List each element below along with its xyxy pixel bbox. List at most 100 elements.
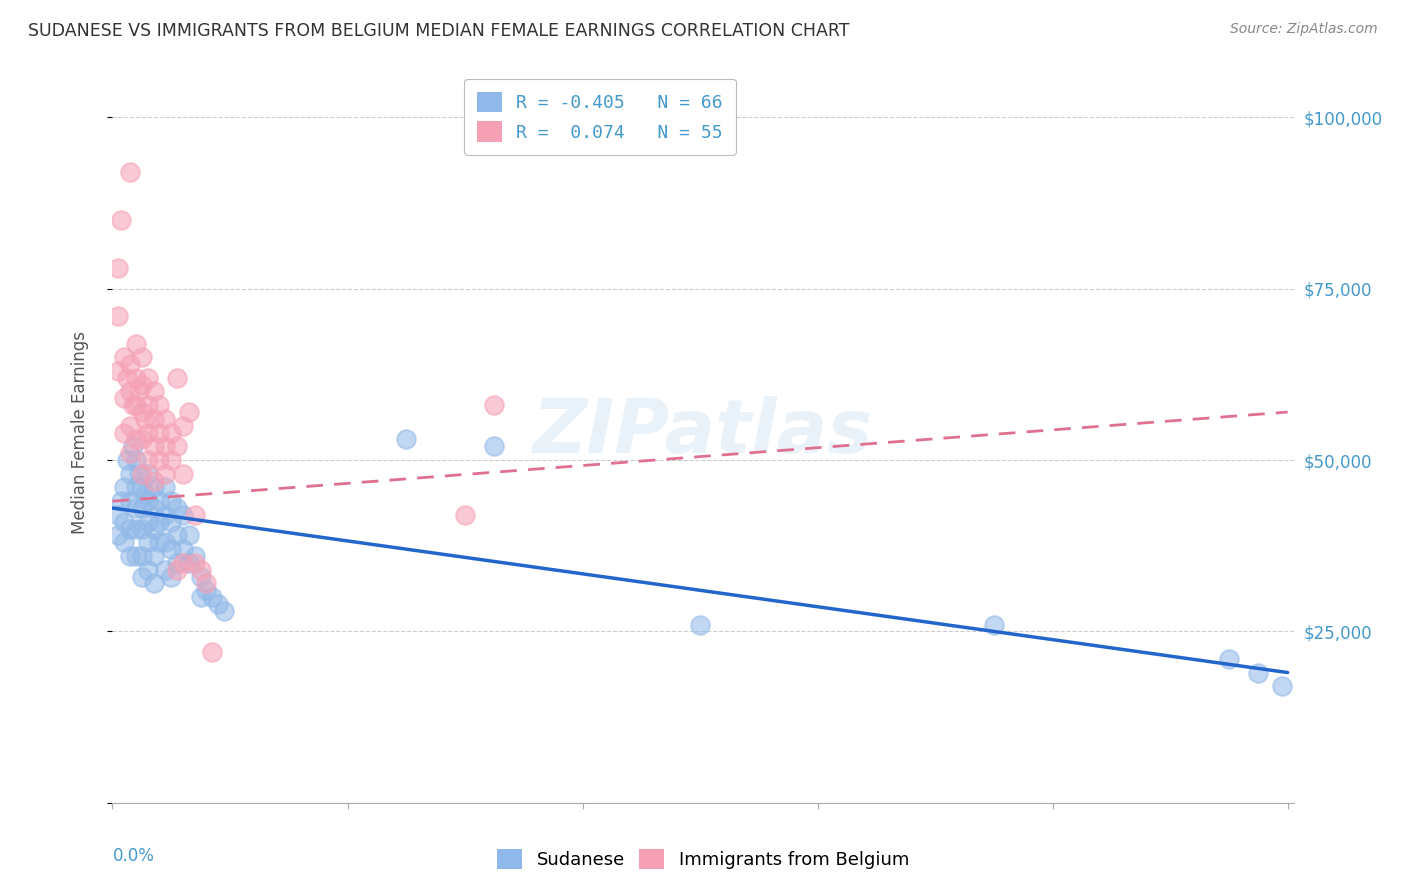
- Point: [184, 556, 207, 570]
- Point: [110, 213, 132, 227]
- Point: [115, 453, 138, 467]
- Text: 0.0%: 0.0%: [112, 847, 155, 865]
- Point: [122, 439, 145, 453]
- Point: [166, 528, 188, 542]
- Point: [195, 583, 218, 598]
- Point: [166, 371, 188, 385]
- Point: [1247, 665, 1270, 680]
- Point: [134, 412, 156, 426]
- Point: [184, 508, 207, 522]
- Point: [112, 392, 135, 406]
- Point: [172, 542, 194, 557]
- Point: [160, 453, 183, 467]
- Point: [160, 494, 183, 508]
- Point: [136, 563, 159, 577]
- Point: [148, 453, 170, 467]
- Point: [107, 309, 129, 323]
- Point: [125, 522, 148, 536]
- Point: [190, 590, 212, 604]
- Point: [136, 515, 159, 529]
- Point: [160, 542, 183, 557]
- Point: [155, 563, 177, 577]
- Point: [120, 418, 142, 433]
- Point: [107, 364, 129, 378]
- Point: [160, 425, 183, 440]
- Point: [107, 508, 129, 522]
- Point: [484, 398, 506, 412]
- Point: [122, 398, 145, 412]
- Legend: R = -0.405   N = 66, R =  0.074   N = 55: R = -0.405 N = 66, R = 0.074 N = 55: [464, 78, 735, 155]
- Point: [142, 501, 165, 516]
- Point: [131, 480, 153, 494]
- Point: [148, 515, 170, 529]
- Legend: Sudanese, Immigrants from Belgium: Sudanese, Immigrants from Belgium: [488, 839, 918, 879]
- Point: [125, 501, 148, 516]
- Point: [112, 480, 135, 494]
- Point: [112, 515, 135, 529]
- Point: [120, 522, 142, 536]
- Point: [136, 494, 159, 508]
- Point: [112, 535, 135, 549]
- Point: [112, 425, 135, 440]
- Point: [142, 412, 165, 426]
- Point: [166, 501, 188, 516]
- Point: [125, 480, 148, 494]
- Point: [190, 569, 212, 583]
- Point: [155, 508, 177, 522]
- Point: [120, 384, 142, 399]
- Point: [207, 597, 229, 611]
- Point: [142, 384, 165, 399]
- Point: [131, 377, 153, 392]
- Point: [201, 590, 224, 604]
- Point: [983, 617, 1005, 632]
- Point: [142, 549, 165, 563]
- Point: [107, 528, 129, 542]
- Point: [155, 412, 177, 426]
- Point: [142, 439, 165, 453]
- Point: [190, 563, 212, 577]
- Point: [136, 425, 159, 440]
- Y-axis label: Median Female Earnings: Median Female Earnings: [70, 331, 89, 534]
- Point: [177, 528, 200, 542]
- Point: [120, 165, 142, 179]
- Point: [172, 467, 194, 481]
- Point: [155, 439, 177, 453]
- Text: Source: ZipAtlas.com: Source: ZipAtlas.com: [1230, 22, 1378, 37]
- Point: [177, 556, 200, 570]
- Point: [125, 336, 148, 351]
- Point: [131, 467, 153, 481]
- Point: [142, 480, 165, 494]
- Point: [172, 508, 194, 522]
- Point: [131, 569, 153, 583]
- Point: [136, 371, 159, 385]
- Point: [160, 515, 183, 529]
- Point: [120, 549, 142, 563]
- Point: [131, 433, 153, 447]
- Point: [212, 604, 235, 618]
- Point: [201, 645, 224, 659]
- Point: [454, 508, 477, 522]
- Point: [195, 576, 218, 591]
- Point: [136, 467, 159, 481]
- Point: [131, 501, 153, 516]
- Point: [120, 467, 142, 481]
- Point: [125, 371, 148, 385]
- Point: [155, 467, 177, 481]
- Point: [166, 563, 188, 577]
- Point: [142, 522, 165, 536]
- Point: [166, 556, 188, 570]
- Point: [160, 569, 183, 583]
- Point: [125, 549, 148, 563]
- Point: [112, 350, 135, 364]
- Point: [142, 474, 165, 488]
- Point: [120, 446, 142, 460]
- Point: [136, 453, 159, 467]
- Point: [148, 494, 170, 508]
- Point: [131, 405, 153, 419]
- Point: [177, 405, 200, 419]
- Point: [125, 433, 148, 447]
- Point: [107, 261, 129, 276]
- Point: [128, 467, 150, 481]
- Point: [134, 487, 156, 501]
- Point: [115, 371, 138, 385]
